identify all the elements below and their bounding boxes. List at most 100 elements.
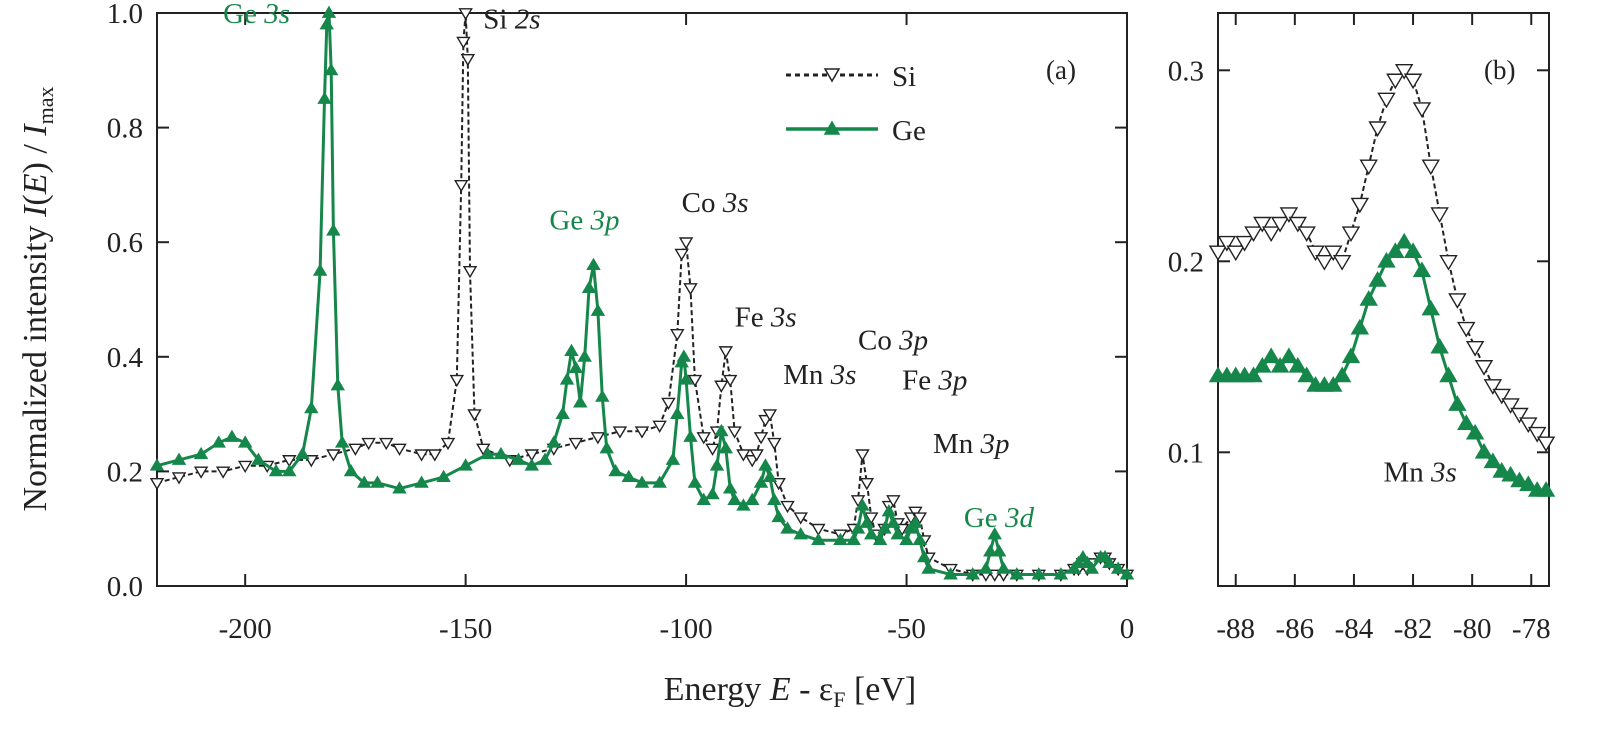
marker-si: [427, 449, 442, 462]
marker-si: [1448, 293, 1467, 309]
x-tick-label: -82: [1394, 613, 1433, 645]
marker-si: [462, 265, 478, 279]
x-axis-title: Energy E - εF [eV]: [664, 671, 917, 712]
marker-si: [361, 437, 376, 451]
marker-si: [714, 380, 729, 393]
marker-ge: [224, 429, 240, 442]
marker-si: [1253, 216, 1272, 233]
y-tick-label: 0.4: [107, 342, 144, 374]
legend-item-si: Si: [786, 61, 916, 93]
peak-label: Fe 3s: [735, 302, 797, 334]
legend: Si Ge: [786, 61, 926, 147]
marker-ge: [767, 492, 782, 505]
marker-si: [678, 237, 694, 250]
marker-ge: [586, 257, 601, 271]
marker-ge: [714, 423, 729, 437]
peak-label-orbital: 3s: [770, 302, 797, 334]
marker-ge: [1110, 561, 1126, 574]
marker-si: [440, 437, 456, 451]
y-tick-label: 1.0: [107, 0, 143, 30]
marker-si: [811, 523, 826, 537]
marker-ge: [493, 446, 509, 460]
marker-si: [1368, 121, 1387, 137]
marker-si: [460, 53, 476, 67]
marker-si: [1483, 379, 1503, 395]
marker-si: [1510, 407, 1529, 424]
x-tick-label: -88: [1216, 613, 1255, 645]
marker-ge: [991, 544, 1007, 557]
marker-ge: [621, 469, 636, 483]
marker-ge: [357, 475, 372, 488]
marker-ge: [193, 446, 209, 460]
peak-label-orbital: 3p: [980, 428, 1010, 460]
marker-ge: [872, 532, 888, 546]
marker-ge: [1359, 290, 1378, 306]
marker-ge: [537, 452, 553, 465]
marker-si: [1386, 73, 1405, 90]
marker-si: [458, 8, 473, 21]
marker-si: [1394, 64, 1414, 80]
peak-label-element: Ge: [549, 204, 590, 236]
marker-si: [1297, 226, 1316, 243]
marker-si: [282, 455, 297, 468]
marker-ge: [634, 475, 650, 488]
panel-b-annotations: Mn 3s: [1384, 456, 1457, 488]
marker-ge: [1377, 251, 1396, 268]
marker-ge: [392, 481, 407, 494]
y-title-main: Normalized intensity: [17, 217, 54, 512]
marker-ge: [251, 452, 266, 465]
marker-ge: [811, 532, 826, 546]
marker-ge: [599, 441, 614, 454]
marker-si: [1244, 226, 1263, 243]
marker-si: [193, 466, 209, 479]
marker-si: [149, 477, 165, 491]
peak-label-orbital: 3p: [589, 204, 619, 236]
x-tick-label: -84: [1335, 613, 1374, 645]
marker-ge: [1368, 271, 1387, 287]
peak-label-element: Co: [858, 325, 899, 357]
marker-ge: [343, 464, 359, 477]
y-tick-label: 0.0: [107, 571, 143, 603]
marker-ge: [1536, 481, 1556, 497]
peak-label-element: Mn: [783, 359, 831, 391]
marker-ge: [1403, 242, 1423, 259]
y-title-paren-open: (: [17, 194, 54, 205]
marker-ge: [833, 532, 848, 546]
marker-ge: [855, 498, 870, 511]
marker-ge: [1324, 376, 1343, 392]
y-tick-label: 0.1: [1168, 437, 1204, 469]
marker-ge: [670, 406, 685, 419]
marker-si: [1208, 245, 1228, 262]
marker-ge: [317, 91, 332, 104]
marker-si: [215, 466, 231, 479]
marker-si: [1474, 360, 1494, 376]
marker-ge: [1009, 567, 1024, 580]
marker-si: [661, 397, 676, 411]
peak-label: Fe 3p: [902, 365, 967, 397]
marker-ge: [1448, 395, 1467, 411]
marker-si: [652, 420, 667, 433]
legend-ge-label: Ge: [892, 115, 926, 147]
marker-ge: [1439, 366, 1458, 383]
peak-label: Co 3s: [682, 187, 749, 219]
marker-ge: [1483, 452, 1503, 469]
peak-label-element: Co: [682, 187, 723, 219]
marker-si: [1457, 321, 1476, 338]
marker-ge: [524, 458, 539, 471]
marker-ge: [758, 458, 773, 471]
series-line-ge: [156, 12, 1128, 576]
peak-label-orbital: 3s: [1430, 456, 1457, 488]
marker-ge: [590, 303, 606, 316]
x-title-main: Energy: [664, 671, 770, 708]
marker-si: [727, 426, 742, 439]
marker-ge: [996, 561, 1011, 574]
marker-si: [379, 437, 394, 451]
y-title-imax-sub: max: [33, 86, 58, 124]
marker-si: [1350, 197, 1370, 214]
marker-ge: [1288, 356, 1308, 373]
marker-ge: [370, 475, 385, 488]
peak-label-orbital: 3s: [263, 0, 290, 30]
marker-si: [696, 432, 711, 445]
marker-si: [171, 472, 187, 485]
